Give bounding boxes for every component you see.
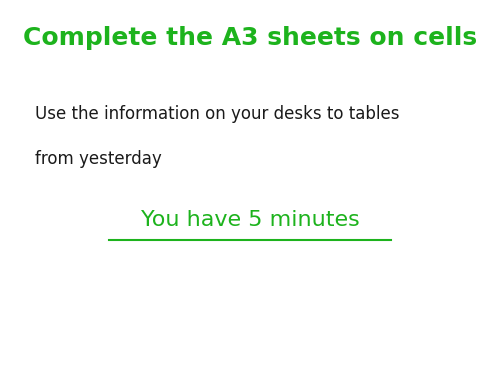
Text: Complete the A3 sheets on cells: Complete the A3 sheets on cells xyxy=(23,26,477,50)
Text: You have 5 minutes: You have 5 minutes xyxy=(140,210,360,230)
Text: Use the information on your desks to tables: Use the information on your desks to tab… xyxy=(35,105,400,123)
Text: from yesterday: from yesterday xyxy=(35,150,162,168)
